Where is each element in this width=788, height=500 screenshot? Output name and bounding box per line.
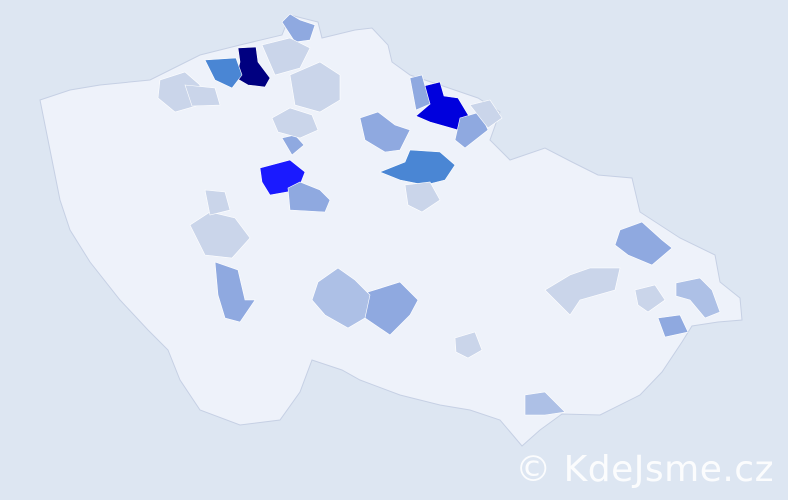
district-level-1-28 [184, 84, 221, 107]
district-level-4-4 [204, 57, 243, 89]
district-level-3-12 [409, 74, 431, 111]
district-level-3-11 [657, 314, 689, 338]
district-level-1-25 [454, 331, 483, 359]
watermark-logo: © KdeJsme.cz [515, 449, 774, 490]
district-level-2-17 [675, 277, 721, 319]
district-level-3-5 [359, 111, 411, 153]
district-level-3-7 [214, 261, 256, 323]
district-level-3-14 [281, 134, 305, 156]
district-level-1-22 [271, 107, 319, 139]
district-level-3-6 [287, 181, 331, 213]
country-outline [39, 14, 743, 447]
district-level-4-3 [379, 149, 456, 186]
district-level-1-29 [204, 189, 231, 216]
district-level-1-23 [261, 37, 311, 76]
district-level-1-27 [634, 284, 666, 313]
district-level-3-9 [614, 221, 673, 266]
district-level-1-18 [544, 267, 621, 316]
district-level-1-21 [289, 61, 341, 113]
district-level-2-15 [311, 267, 371, 329]
district-level-2-16 [524, 391, 566, 416]
district-level-1-26 [469, 99, 503, 129]
district-level-1-24 [404, 181, 441, 213]
